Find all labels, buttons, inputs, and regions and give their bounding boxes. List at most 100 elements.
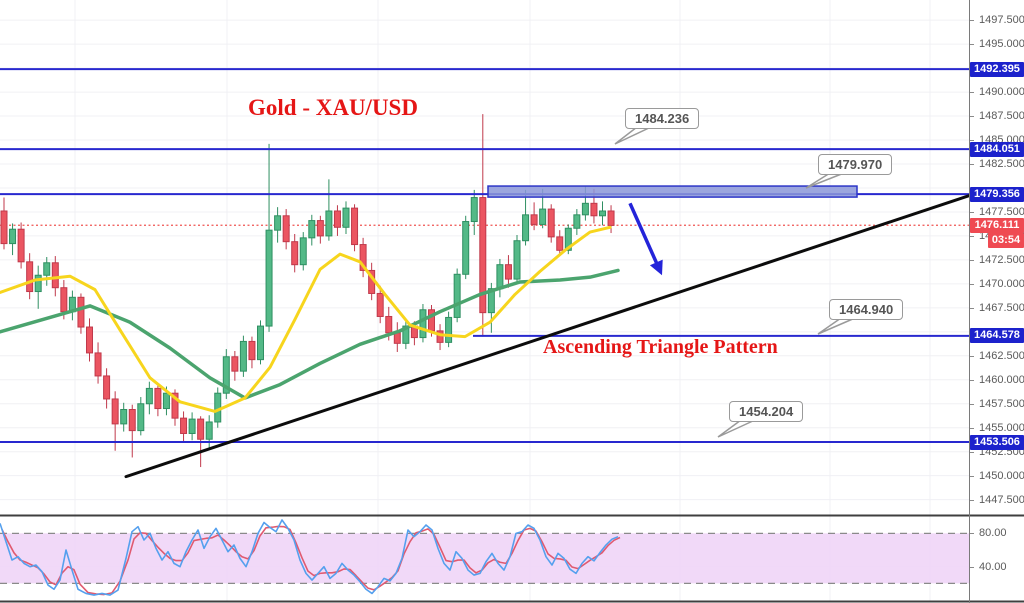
candle-body — [111, 398, 119, 425]
candle-body — [470, 197, 478, 223]
sell-arrow-head[interactable] — [649, 259, 663, 276]
candle-body — [539, 208, 547, 225]
candle-body — [291, 241, 299, 266]
price-callout[interactable]: 1464.940 — [829, 299, 904, 320]
candle-body — [154, 387, 162, 410]
candle-body — [205, 421, 213, 440]
candle-body — [26, 261, 34, 293]
price-callout[interactable]: 1479.970 — [818, 154, 893, 175]
candle-body — [17, 228, 25, 263]
candle-body — [43, 262, 51, 276]
candle-body — [239, 340, 247, 372]
price-tick-label: 1457.500 — [970, 397, 1024, 411]
price-tick-label: 1470.000 — [970, 277, 1024, 291]
ascending-trendline[interactable] — [124, 194, 971, 479]
pattern-annotation-label[interactable]: Ascending Triangle Pattern — [543, 336, 778, 358]
candle-body — [393, 332, 401, 344]
candle-body — [504, 264, 512, 280]
candle-body — [496, 264, 504, 290]
candle-body — [316, 220, 324, 237]
resistance-zone[interactable] — [487, 185, 858, 198]
candle-body — [86, 326, 93, 354]
candle-body — [351, 207, 359, 246]
candle-body — [103, 375, 111, 400]
candle-body — [9, 228, 17, 245]
candle-body — [145, 387, 153, 405]
stoch-neutral-band — [0, 533, 969, 584]
candle-body — [308, 220, 316, 239]
price-tick-label: 1495.000 — [970, 37, 1024, 51]
sell-arrow-shaft[interactable] — [628, 202, 661, 269]
ma-fast-yellow-line[interactable] — [0, 225, 612, 413]
price-tick-label: 1447.500 — [970, 493, 1024, 507]
candle-body — [120, 409, 128, 425]
candle-body — [171, 392, 179, 419]
candle-body — [265, 229, 273, 327]
candle-body — [573, 214, 581, 229]
candle-body — [556, 236, 564, 251]
candle-body — [376, 292, 384, 317]
candle-countdown-badge: 03:54 — [988, 233, 1024, 249]
price-tick-label: 1472.500 — [970, 253, 1024, 267]
callout-tail — [717, 419, 756, 438]
candle-body — [60, 287, 68, 313]
candle-body — [231, 356, 239, 372]
candle-body — [325, 210, 333, 237]
candle-body — [342, 207, 350, 228]
price-tick-label: 1482.500 — [970, 157, 1024, 171]
stoch-tick-label: 40.00 — [970, 560, 1024, 574]
candle-body — [162, 392, 170, 410]
callout-tail — [614, 126, 652, 145]
price-tick-label: 1477.500 — [970, 205, 1024, 219]
candle-body — [462, 221, 470, 275]
candle-body — [197, 418, 205, 440]
price-callout[interactable]: 1484.236 — [625, 108, 700, 129]
price-badge: 1492.395 — [970, 61, 1024, 77]
candle-body — [128, 409, 136, 432]
price-tick-label: 1497.500 — [970, 13, 1024, 27]
candle-body — [257, 325, 264, 361]
candle-body — [530, 214, 538, 225]
candle-body — [0, 210, 8, 245]
candle-body — [564, 227, 572, 251]
candle-body — [590, 202, 598, 217]
candle-body — [419, 309, 427, 339]
candle-body — [522, 214, 530, 242]
candle-body — [34, 274, 42, 293]
candle-body — [436, 330, 444, 343]
candle-body — [137, 403, 145, 432]
price-badge: 1453.506 — [970, 434, 1024, 450]
price-tick-label: 1460.000 — [970, 373, 1024, 387]
candle-body — [547, 208, 555, 238]
price-tick-label: 1467.500 — [970, 301, 1024, 315]
candle-body — [453, 273, 461, 318]
candle-body — [94, 352, 102, 377]
candle-body — [402, 325, 410, 344]
ma-slow-green-line[interactable] — [0, 268, 620, 400]
candle-body — [180, 417, 188, 434]
chart-title-label[interactable]: Gold - XAU/USD — [248, 95, 418, 120]
stoch-tick-label: 80.00 — [970, 526, 1024, 540]
candle-body — [299, 237, 307, 266]
candle-body — [188, 418, 196, 434]
price-tick-label: 1462.500 — [970, 349, 1024, 363]
candle-body — [513, 240, 521, 280]
price-callout[interactable]: 1454.204 — [729, 401, 804, 422]
candle-body — [607, 210, 615, 226]
candle-body — [445, 316, 453, 343]
price-tick-label: 1490.000 — [970, 85, 1024, 99]
price-tick-label: 1487.500 — [970, 109, 1024, 123]
candle-body — [282, 215, 290, 243]
candle-body — [77, 296, 85, 328]
candle-body — [274, 215, 282, 231]
candle-body — [222, 356, 230, 394]
stoch-k-line — [0, 519, 619, 596]
candle-body — [214, 392, 222, 423]
price-badge: 1464.578 — [970, 328, 1024, 344]
price-badge: 1476.111 — [970, 217, 1024, 233]
candle-body — [248, 340, 256, 361]
candle-body — [359, 244, 367, 271]
price-tick-label: 1455.000 — [970, 421, 1024, 435]
